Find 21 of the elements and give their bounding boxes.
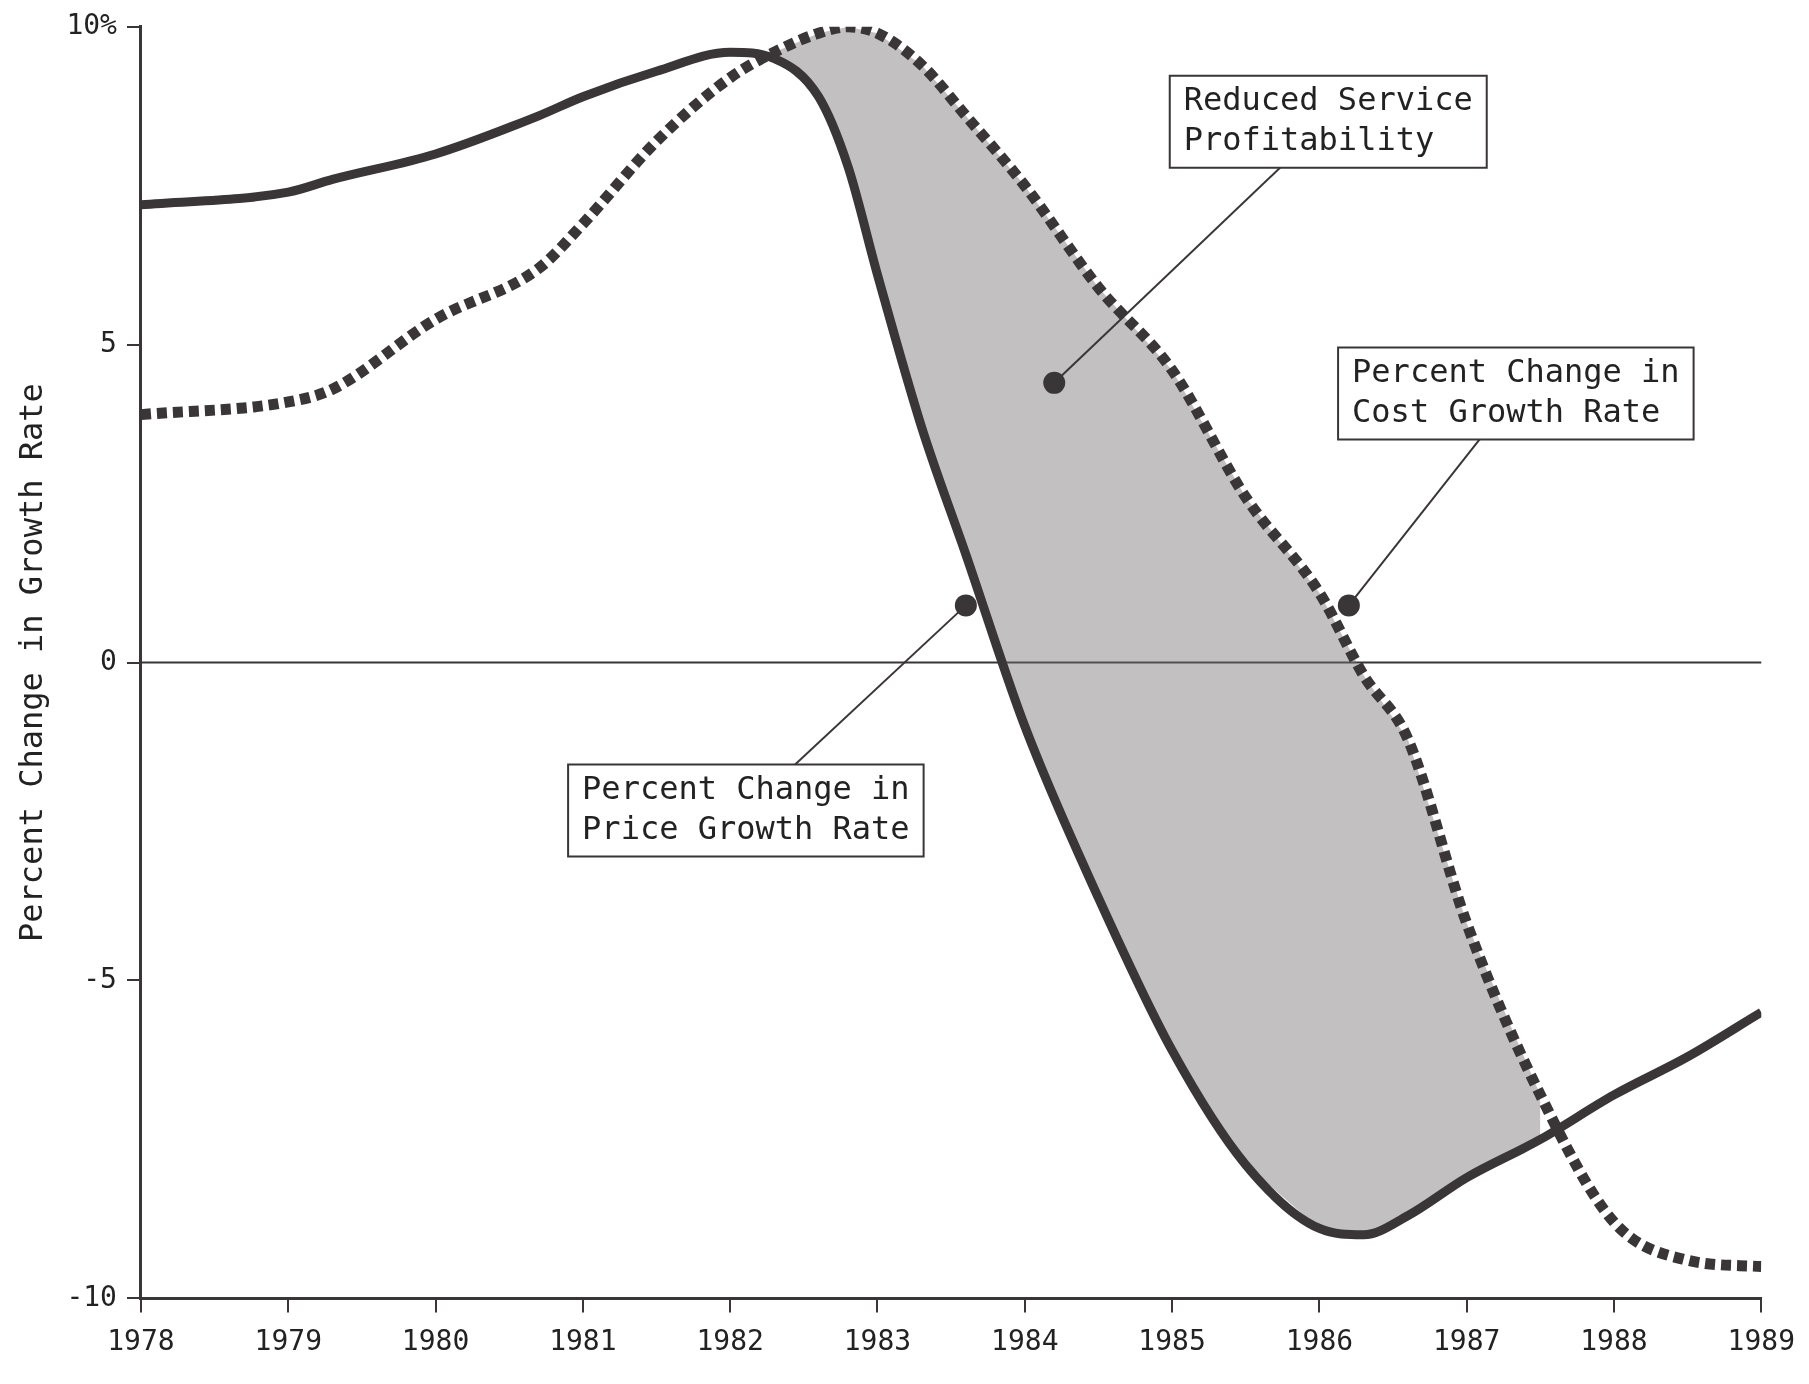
- x-tick-label: 1979: [254, 1324, 322, 1358]
- y-tick-label: 10%: [66, 8, 118, 42]
- x-tick-label: 1980: [401, 1324, 470, 1358]
- x-tick-label: 1989: [1727, 1324, 1795, 1358]
- x-tick-label: 1986: [1285, 1324, 1354, 1358]
- x-tick-label: 1983: [843, 1324, 912, 1358]
- x-tick-label: 1981: [549, 1324, 617, 1358]
- annotation: Percent Change in Cost Growth Rate: [1352, 351, 1680, 430]
- annotation: Percent Change in Price Growth Rate: [582, 768, 910, 847]
- y-tick-label: -5: [83, 961, 117, 995]
- x-tick-label: 1984: [991, 1324, 1059, 1358]
- y-tick-label: -10: [66, 1279, 117, 1313]
- y-tick-label: 0: [100, 643, 117, 677]
- x-tick-label: 1985: [1138, 1324, 1206, 1358]
- x-tick-label: 1982: [696, 1324, 764, 1358]
- y-tick-label: 5: [100, 325, 117, 359]
- y-axis-title: Percent Change in Growth Rate: [11, 383, 50, 942]
- x-tick-label: 1978: [107, 1324, 175, 1358]
- annotation: Reduced Service Profitability: [1183, 80, 1473, 159]
- x-tick-label: 1988: [1580, 1324, 1648, 1358]
- x-tick-label: 1987: [1432, 1324, 1501, 1358]
